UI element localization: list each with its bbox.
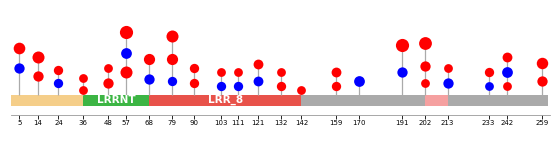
Point	[15, 46, 24, 49]
Bar	[448, 95, 483, 106]
Bar	[425, 95, 448, 106]
Bar	[11, 95, 548, 106]
Point	[254, 80, 262, 82]
Point	[167, 80, 176, 82]
Point	[503, 84, 512, 87]
Point	[103, 82, 112, 85]
Point	[167, 35, 176, 38]
Point	[122, 52, 131, 54]
Point	[145, 58, 153, 60]
Point	[443, 67, 452, 69]
Point	[297, 89, 306, 91]
Point	[79, 89, 88, 91]
Point	[332, 71, 341, 73]
Bar	[483, 95, 548, 106]
Point	[398, 44, 406, 47]
Point	[54, 69, 63, 71]
Point	[503, 55, 512, 58]
Text: LRR_8: LRR_8	[207, 95, 243, 105]
Bar	[301, 95, 425, 106]
Bar	[83, 95, 149, 106]
Point	[122, 71, 131, 73]
Point	[190, 82, 199, 85]
Point	[484, 84, 493, 87]
Point	[145, 78, 153, 80]
Point	[538, 80, 547, 82]
Point	[33, 55, 42, 58]
Point	[122, 31, 131, 33]
Point	[538, 62, 547, 64]
Point	[190, 67, 199, 69]
Point	[217, 71, 226, 73]
Point	[15, 67, 24, 69]
Point	[276, 84, 285, 87]
Point	[420, 82, 429, 85]
Point	[103, 67, 112, 69]
Point	[276, 71, 285, 73]
Point	[355, 80, 364, 82]
Point	[217, 84, 226, 87]
Bar	[149, 95, 301, 106]
Point	[54, 82, 63, 85]
Point	[254, 63, 262, 66]
Point	[79, 77, 88, 79]
Point	[484, 71, 493, 73]
Point	[398, 71, 406, 73]
Point	[332, 84, 341, 87]
Bar	[11, 95, 83, 106]
Point	[233, 84, 242, 87]
Point	[503, 71, 512, 73]
Point	[420, 64, 429, 67]
Point	[420, 42, 429, 44]
Point	[33, 74, 42, 77]
Point	[167, 58, 176, 60]
Text: LRRNT: LRRNT	[97, 95, 136, 105]
Point	[233, 71, 242, 73]
Point	[443, 82, 452, 85]
